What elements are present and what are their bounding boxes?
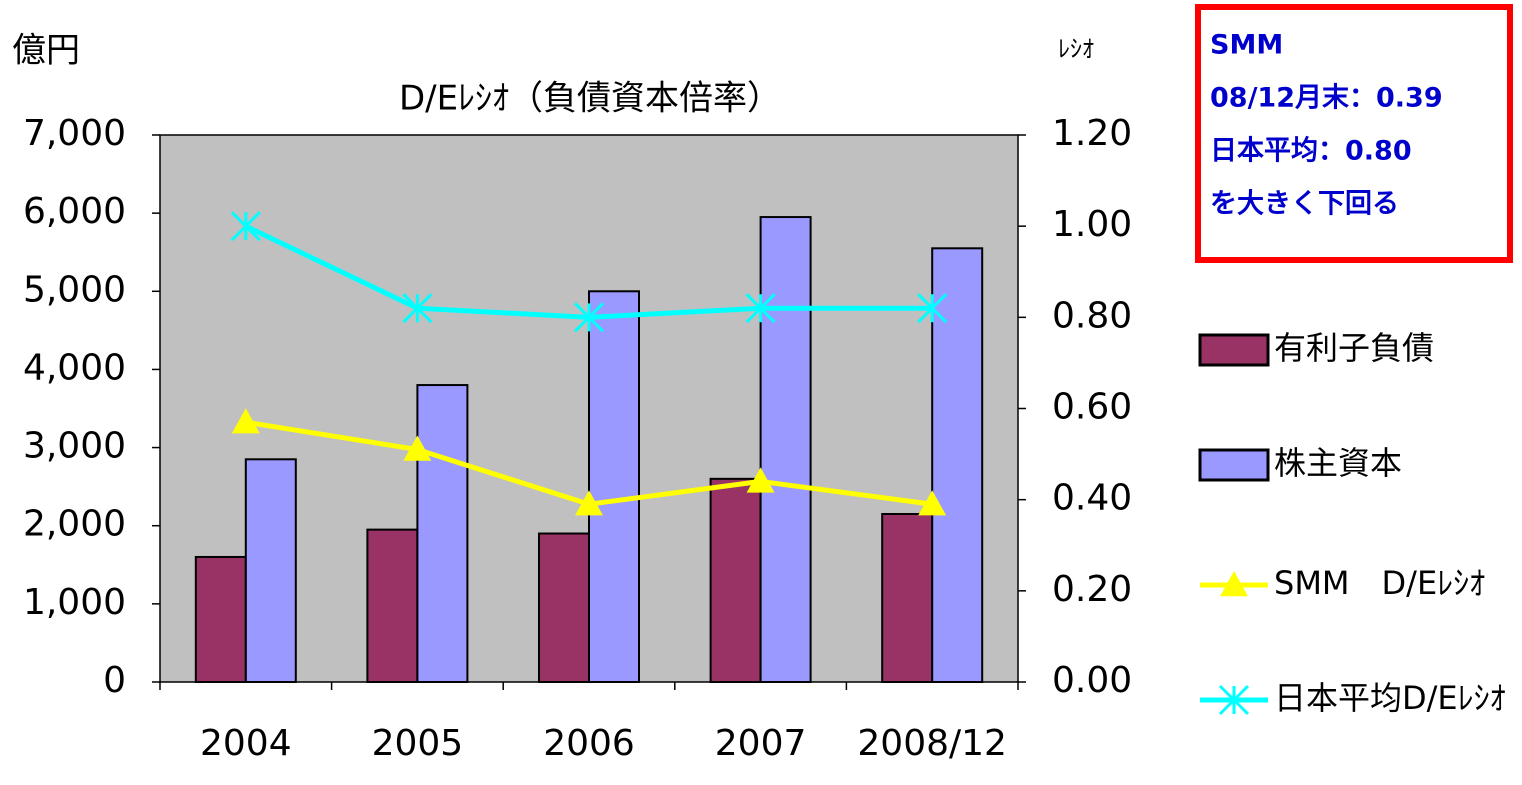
y-tick-label: 6,000: [23, 191, 126, 232]
legend-marker: [1220, 571, 1248, 597]
y-tick-label: 2,000: [23, 504, 126, 545]
y-tick-label: 4,000: [23, 347, 126, 388]
line-marker: [573, 302, 605, 333]
chart-title: D/Eﾚｼｵ（負債資本倍率）: [399, 79, 781, 119]
line-marker: [403, 435, 432, 461]
legend-swatch: [1198, 448, 1270, 482]
annotation-text: 日本平均：0.80: [1210, 136, 1412, 167]
y2-tick-label: 0.60: [1052, 387, 1132, 428]
bar: [931, 247, 984, 684]
y-tick-label: 7,000: [23, 113, 126, 154]
line-marker: [746, 467, 775, 493]
y2-tick-label: 0.80: [1052, 295, 1132, 336]
x-tick-label: 2006: [543, 723, 635, 764]
y2-axis-label: ﾚｼｵ: [1058, 35, 1094, 63]
y-tick-label: 0: [103, 660, 126, 701]
line-marker: [231, 408, 260, 434]
y2-tick-label: 0.00: [1052, 660, 1132, 701]
annotation-text: SMM: [1210, 30, 1283, 61]
x-tick-label: 2004: [200, 723, 292, 764]
y2-tick-label: 0.40: [1052, 478, 1132, 519]
y2-tick-label: 1.20: [1052, 113, 1132, 154]
annotation-box: [1195, 4, 1513, 263]
legend-label: 株主資本: [1274, 444, 1402, 482]
line-marker: [230, 211, 261, 242]
bar: [538, 532, 590, 683]
legend-label: 有利子負債: [1274, 329, 1434, 367]
x-tick-label: 2005: [372, 723, 464, 764]
bar: [366, 528, 419, 683]
y-tick-label: 1,000: [23, 582, 126, 623]
annotation-text: 08/12月末：0.39: [1210, 83, 1443, 114]
x-tick-label: 2007: [715, 723, 807, 764]
line-marker: [917, 293, 948, 324]
bar: [709, 477, 762, 684]
line-marker: [745, 293, 776, 324]
y-tick-label: 3,000: [23, 426, 126, 467]
line-marker: [575, 490, 603, 516]
legend-marker: [1218, 684, 1250, 716]
bar: [244, 458, 297, 683]
y2-tick-label: 1.00: [1052, 204, 1132, 245]
bar: [194, 555, 247, 684]
legend-swatch: [1198, 333, 1270, 367]
y2-tick-label: 0.20: [1052, 569, 1132, 610]
y-axis-label: 億円: [12, 31, 80, 71]
line-marker: [918, 490, 947, 516]
y-tick-label: 5,000: [23, 269, 126, 310]
bar: [588, 290, 640, 683]
x-tick-label: 2008/12: [857, 723, 1007, 764]
line-marker: [402, 293, 433, 324]
bar: [881, 512, 934, 683]
bar: [416, 384, 469, 683]
bar: [759, 216, 812, 684]
legend-label: 日本平均D/Eﾚｼｵ: [1274, 679, 1506, 717]
annotation-text: を大きく下回る: [1210, 189, 1399, 220]
legend-label: SMM D/Eﾚｼｵ: [1274, 564, 1485, 602]
